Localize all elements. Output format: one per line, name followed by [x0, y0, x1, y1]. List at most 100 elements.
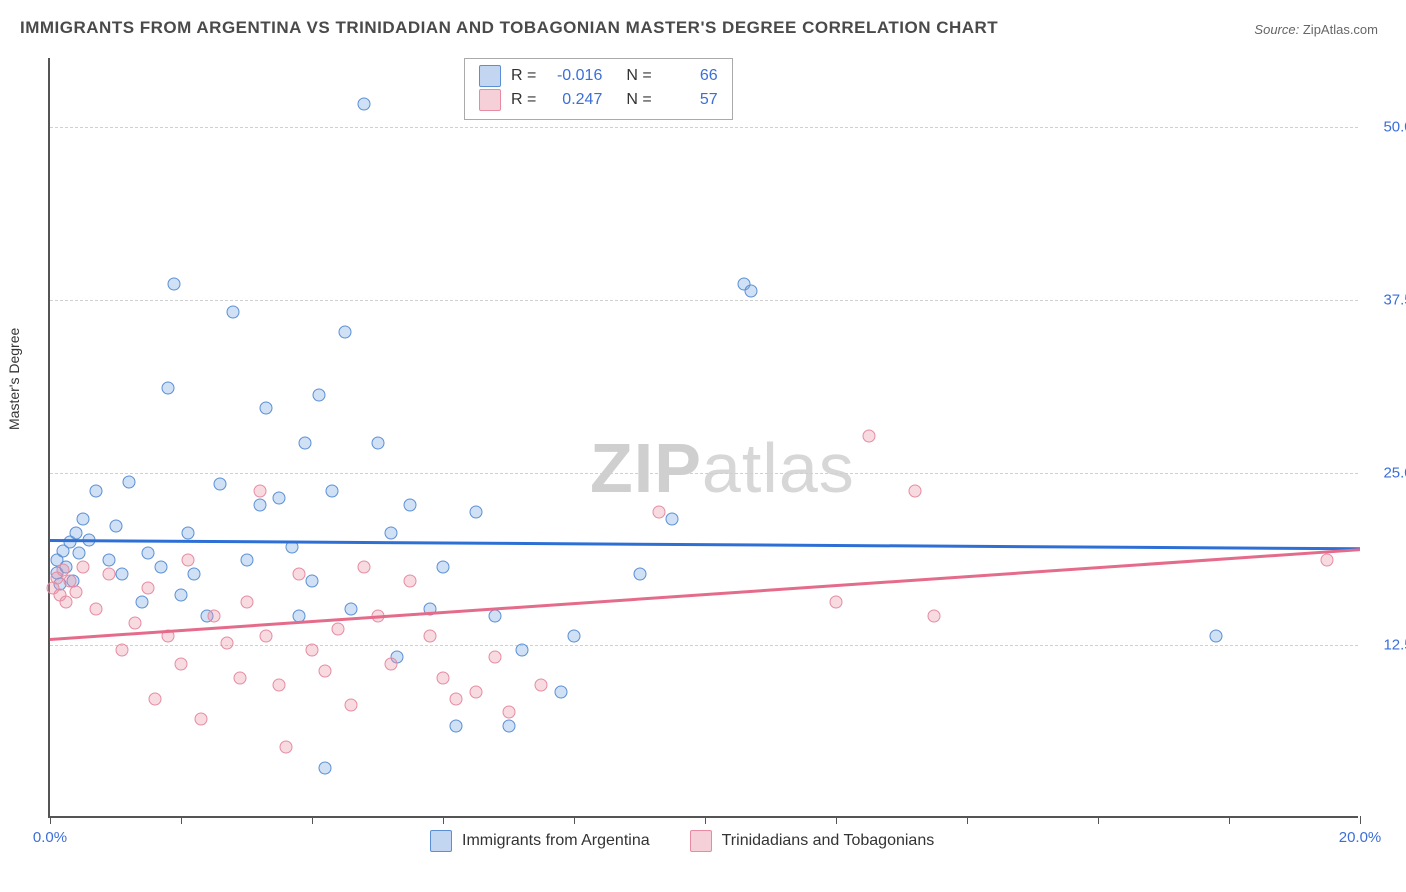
gridline-h [50, 127, 1358, 128]
data-point [1321, 554, 1334, 567]
legend-swatch [430, 830, 452, 852]
gridline-h [50, 300, 1358, 301]
data-point [502, 720, 515, 733]
data-point [633, 568, 646, 581]
trend-line [50, 539, 1360, 550]
x-tick [312, 816, 313, 824]
x-tick [967, 816, 968, 824]
data-point [148, 692, 161, 705]
data-point [207, 609, 220, 622]
chart-title: IMMIGRANTS FROM ARGENTINA VS TRINIDADIAN… [20, 18, 998, 38]
data-point [233, 671, 246, 684]
data-point [830, 595, 843, 608]
data-point [70, 586, 83, 599]
y-axis-label: Master's Degree [6, 328, 22, 430]
data-point [89, 602, 102, 615]
data-point [273, 678, 286, 691]
data-point [338, 326, 351, 339]
data-point [502, 706, 515, 719]
data-point [175, 588, 188, 601]
data-point [325, 485, 338, 498]
series-legend: Immigrants from ArgentinaTrinidadians an… [430, 830, 934, 852]
data-point [260, 630, 273, 643]
data-point [76, 512, 89, 525]
x-tick [1098, 816, 1099, 824]
data-point [168, 278, 181, 291]
data-point [312, 388, 325, 401]
x-tick [836, 816, 837, 824]
data-point [273, 492, 286, 505]
data-point [554, 685, 567, 698]
data-point [142, 547, 155, 560]
x-tick [574, 816, 575, 824]
x-tick [181, 816, 182, 824]
legend-swatch [690, 830, 712, 852]
data-point [240, 595, 253, 608]
data-point [1209, 630, 1222, 643]
data-point [299, 436, 312, 449]
legend-row: R =-0.016N =66 [479, 65, 718, 87]
legend-r-value: -0.016 [546, 67, 602, 85]
data-point [515, 644, 528, 657]
data-point [181, 554, 194, 567]
data-point [319, 664, 332, 677]
data-point [116, 568, 129, 581]
legend-item: Immigrants from Argentina [430, 830, 650, 852]
data-point [928, 609, 941, 622]
data-point [306, 575, 319, 588]
data-point [862, 430, 875, 443]
data-point [450, 692, 463, 705]
data-point [666, 512, 679, 525]
source-label: Source: [1254, 22, 1299, 37]
data-point [253, 499, 266, 512]
data-point [358, 561, 371, 574]
data-point [908, 485, 921, 498]
gridline-h [50, 473, 1358, 474]
data-point [194, 713, 207, 726]
data-point [240, 554, 253, 567]
data-point [450, 720, 463, 733]
data-point [437, 561, 450, 574]
data-point [404, 499, 417, 512]
data-point [345, 602, 358, 615]
legend-n-value: 57 [662, 91, 718, 109]
data-point [181, 526, 194, 539]
correlation-legend: R =-0.016N =66R =0.247N =57 [464, 58, 733, 120]
data-point [279, 740, 292, 753]
x-tick-label: 0.0% [33, 829, 67, 846]
watermark-rest: atlas [702, 429, 855, 507]
data-point [437, 671, 450, 684]
legend-row: R =0.247N =57 [479, 89, 718, 111]
data-point [155, 561, 168, 574]
legend-swatch [479, 89, 501, 111]
data-point [220, 637, 233, 650]
data-point [345, 699, 358, 712]
legend-swatch [479, 65, 501, 87]
data-point [371, 436, 384, 449]
data-point [489, 651, 502, 664]
gridline-h [50, 645, 1358, 646]
data-point [292, 568, 305, 581]
watermark-bold: ZIP [590, 429, 702, 507]
data-point [423, 630, 436, 643]
data-point [161, 381, 174, 394]
legend-n-label: N = [626, 67, 651, 85]
data-point [404, 575, 417, 588]
data-point [253, 485, 266, 498]
data-point [744, 284, 757, 297]
data-point [102, 568, 115, 581]
data-point [227, 305, 240, 318]
data-point [384, 526, 397, 539]
legend-r-value: 0.247 [546, 91, 602, 109]
y-tick-label: 50.0% [1366, 119, 1406, 136]
data-point [214, 478, 227, 491]
source-value: ZipAtlas.com [1303, 22, 1378, 37]
y-tick-label: 12.5% [1366, 637, 1406, 654]
data-point [116, 644, 129, 657]
x-tick-label: 20.0% [1339, 829, 1382, 846]
y-tick-label: 37.5% [1366, 291, 1406, 308]
x-tick [443, 816, 444, 824]
data-point [135, 595, 148, 608]
data-point [384, 658, 397, 671]
data-point [175, 658, 188, 671]
